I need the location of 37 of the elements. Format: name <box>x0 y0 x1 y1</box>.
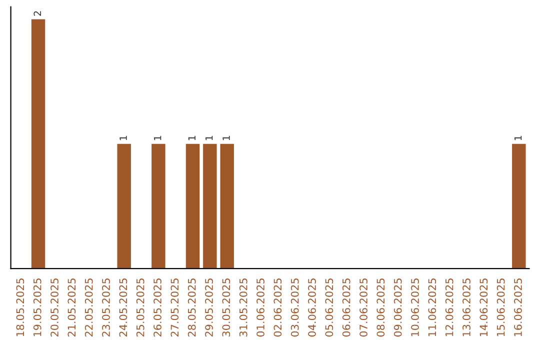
data-label: 2 <box>34 11 41 16</box>
x-tick-label: 18.05.2025 <box>16 278 24 336</box>
x-tick-label: 24.05.2025 <box>119 278 128 337</box>
x-tick-label: 07.06.2025 <box>360 278 368 337</box>
x-tick-label: 23.05.2025 <box>102 278 110 337</box>
data-label: 1 <box>154 136 162 140</box>
x-tick-label: 14.06.2025 <box>480 278 488 336</box>
x-tick-label: 26.05.2025 <box>154 278 162 337</box>
x-tick-label: 04.06.2025 <box>308 278 316 337</box>
x-tick-label: 13.06.2025 <box>462 278 470 336</box>
x-tick-label: 06.06.2025 <box>342 278 350 337</box>
x-tick-label: 27.05.2025 <box>170 278 179 337</box>
x-tick-label: 02.06.2025 <box>274 278 282 337</box>
x-tick-label: 01.06.2025 <box>256 278 264 337</box>
x-tick-label: 10.06.2025 <box>411 278 419 336</box>
x-tick-label: 12.06.2025 <box>445 278 454 336</box>
x-tick-label: 21.05.2025 <box>68 278 76 337</box>
data-label: 1 <box>188 136 196 140</box>
x-tick-label: 19.05.2025 <box>33 278 42 336</box>
x-tick-label: 25.05.2025 <box>136 278 144 337</box>
data-label: 1 <box>120 136 127 140</box>
x-tick-label: 22.05.2025 <box>84 278 93 337</box>
x-tick-label: 16.06.2025 <box>514 278 522 336</box>
x-tick-label: 09.06.2025 <box>394 278 402 337</box>
x-tick-label: 03.06.2025 <box>290 278 299 337</box>
x-tick-label: 11.06.2025 <box>428 278 436 336</box>
x-tick-label: 05.06.2025 <box>325 278 334 337</box>
x-tick-label: 15.06.2025 <box>496 278 505 336</box>
x-tick-label: 20.05.2025 <box>50 278 58 337</box>
x-tick-label: 08.06.2025 <box>376 278 385 337</box>
x-tick-label: 29.05.2025 <box>205 278 213 337</box>
x-tick-label: 28.05.2025 <box>188 278 196 337</box>
data-label: 1 <box>222 136 230 140</box>
data-label: 1 <box>206 136 213 140</box>
x-tick-label: 30.05.2025 <box>222 278 230 336</box>
data-label: 1 <box>514 136 522 140</box>
x-tick-label: 31.05.2025 <box>239 278 248 336</box>
